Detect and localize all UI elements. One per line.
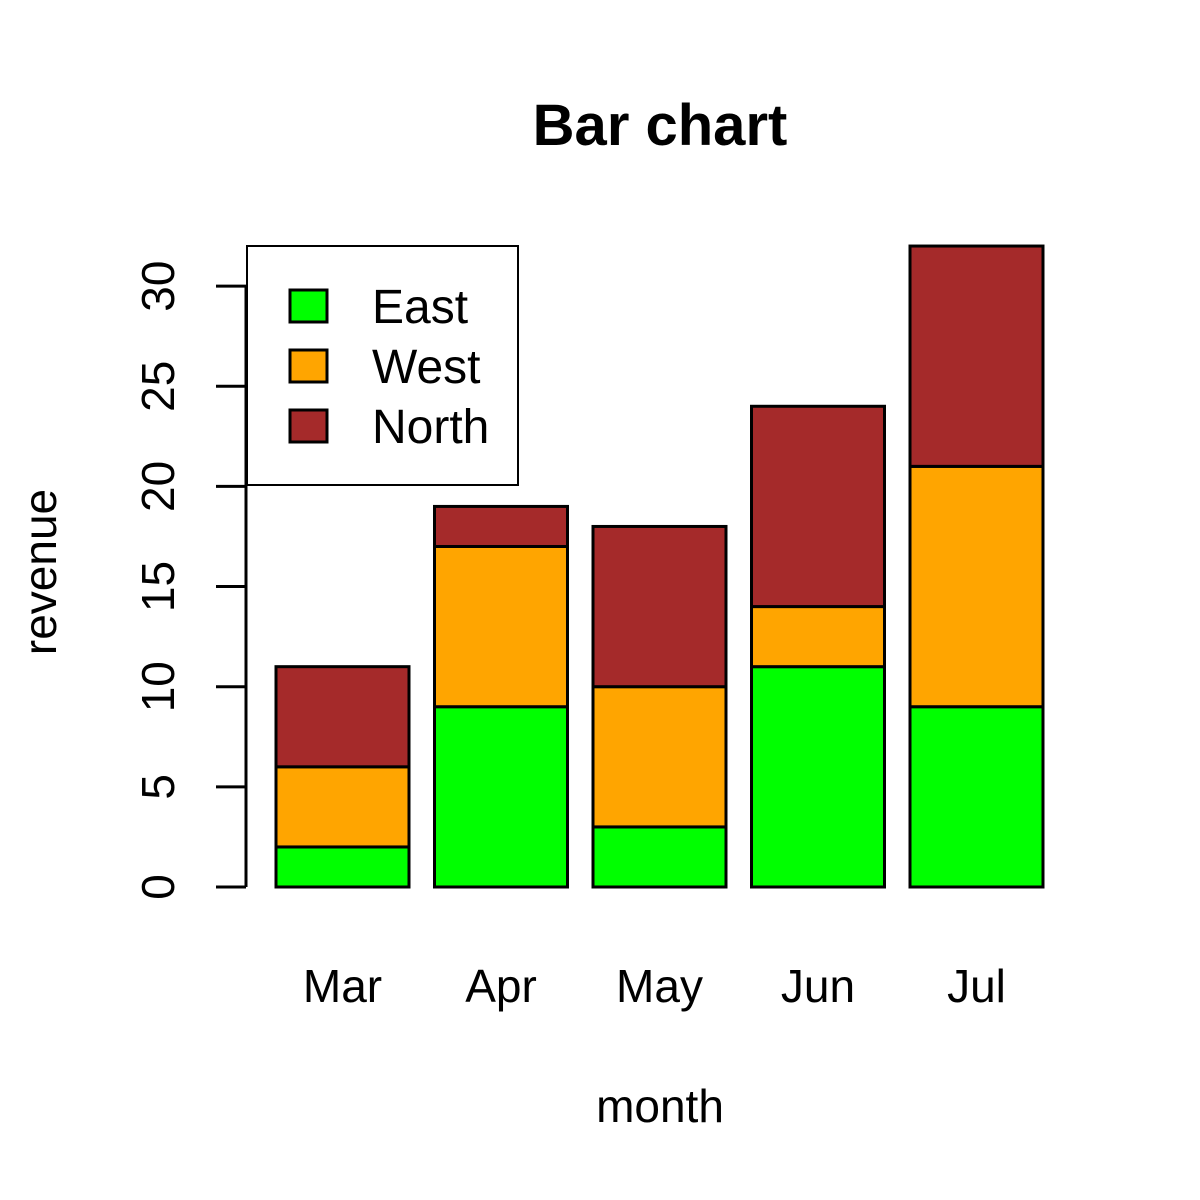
bar-jun-east [750,665,886,889]
y-tick-label-20: 20 [132,461,184,512]
legend-label-west: West [372,341,480,394]
legend-swatch-west [288,348,329,384]
bar-jul-east [908,705,1045,889]
x-axis-label: month [596,1080,724,1132]
bar-jun-north [750,404,886,609]
bar-jul-north [908,244,1045,468]
legend: East West North [246,245,519,486]
bar-mar-west [274,765,411,849]
legend-swatch-north [288,408,329,444]
bar-may-east [591,825,728,889]
x-tick-label-jul: Jul [947,960,1006,1012]
y-tick-label-15: 15 [132,561,184,612]
bar-apr-east [433,705,569,889]
chart-title: Bar chart [533,93,788,158]
bar-mar-north [274,665,411,769]
legend-label-north: North [372,401,489,454]
y-axis: 0 5 10 15 20 25 30 [132,261,248,900]
bar-may-north [591,524,728,689]
x-axis-tick-labels: Mar Apr May Jun Jul [303,960,1006,1012]
bar-may-west [591,685,728,829]
x-tick-label-may: May [616,960,703,1012]
legend-label-east: East [372,281,468,334]
y-axis-label: revenue [14,489,66,655]
y-tick-label-25: 25 [132,361,184,412]
x-tick-label-apr: Apr [465,960,537,1012]
y-tick-label-30: 30 [132,261,184,312]
x-tick-label-mar: Mar [303,960,382,1012]
bars-group [274,244,1045,889]
y-tick-label-0: 0 [132,874,184,900]
bar-jun-west [750,605,886,669]
bar-apr-north [433,504,569,548]
bar-apr-west [433,544,569,709]
x-tick-label-jun: Jun [781,960,855,1012]
legend-swatch-east [288,288,329,324]
y-tick-label-10: 10 [132,661,184,712]
y-tick-label-5: 5 [132,774,184,800]
bar-mar-east [274,845,411,889]
bar-jul-west [908,464,1045,709]
